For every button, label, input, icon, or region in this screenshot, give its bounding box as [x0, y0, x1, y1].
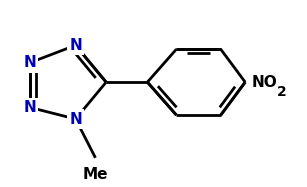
Text: 2: 2 — [277, 85, 286, 99]
Text: N: N — [23, 100, 36, 115]
Text: Me: Me — [83, 168, 108, 183]
Text: N: N — [23, 55, 36, 70]
Text: N: N — [69, 38, 82, 53]
Text: NO: NO — [251, 75, 277, 90]
Text: N: N — [69, 111, 82, 126]
